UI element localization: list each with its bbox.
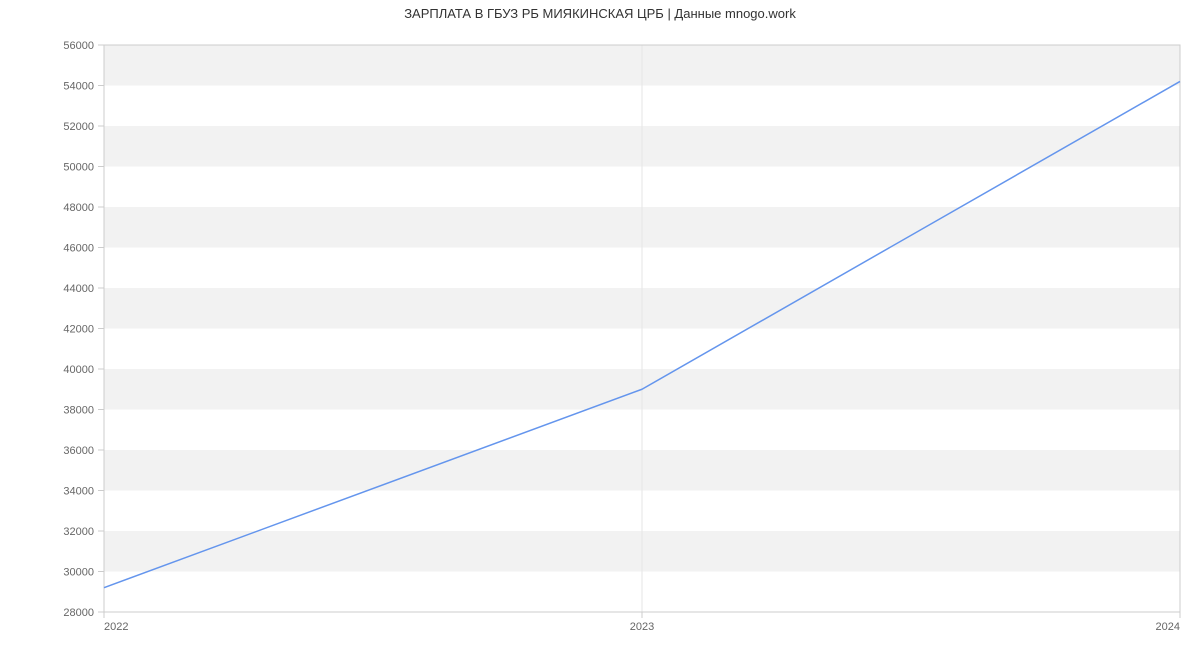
svg-text:2022: 2022 [104, 621, 128, 633]
svg-text:34000: 34000 [63, 486, 94, 498]
svg-text:42000: 42000 [63, 324, 94, 336]
svg-text:44000: 44000 [63, 283, 94, 295]
chart-title: ЗАРПЛАТА В ГБУЗ РБ МИЯКИНСКАЯ ЦРБ | Данн… [0, 6, 1200, 21]
svg-text:40000: 40000 [63, 364, 94, 376]
svg-text:54000: 54000 [63, 81, 94, 93]
svg-text:50000: 50000 [63, 162, 94, 174]
svg-text:36000: 36000 [63, 445, 94, 457]
svg-text:56000: 56000 [63, 40, 94, 52]
chart-svg: 28000 30000 32000 34000 36000 38000 40000 42000… [0, 0, 1200, 650]
svg-text:2024: 2024 [1156, 621, 1180, 633]
line-chart: ЗАРПЛАТА В ГБУЗ РБ МИЯКИНСКАЯ ЦРБ | Данн… [0, 0, 1200, 650]
svg-text:28000: 28000 [63, 607, 94, 619]
svg-text:32000: 32000 [63, 526, 94, 538]
svg-text:46000: 46000 [63, 243, 94, 255]
svg-text:30000: 30000 [63, 567, 94, 579]
svg-text:48000: 48000 [63, 202, 94, 214]
svg-text:38000: 38000 [63, 405, 94, 417]
svg-text:52000: 52000 [63, 121, 94, 133]
svg-text:2023: 2023 [630, 621, 654, 633]
